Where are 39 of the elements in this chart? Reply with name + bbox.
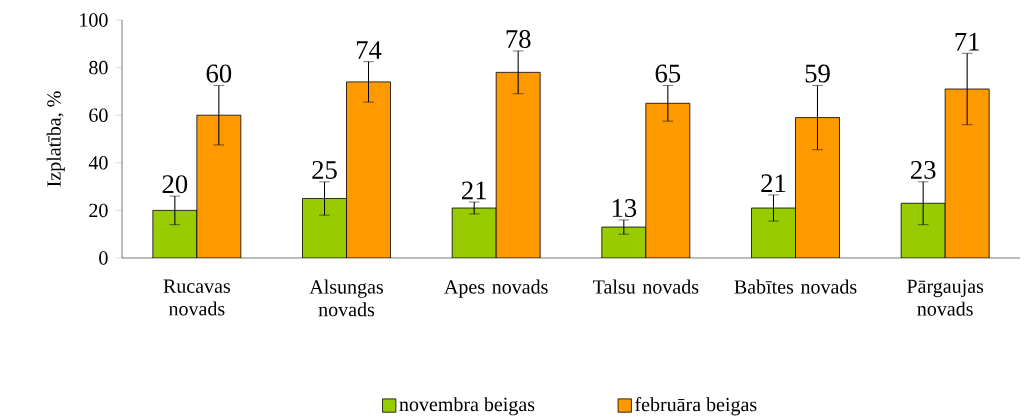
y-tick-label: 20 xyxy=(89,203,108,217)
data-label: 74 xyxy=(356,40,382,59)
y-tick-label: 0 xyxy=(99,251,108,265)
data-label: 23 xyxy=(911,160,936,179)
x-tick-label: Rucavas novads xyxy=(163,279,230,316)
bar xyxy=(152,209,198,258)
y-tick-label: 60 xyxy=(89,108,108,122)
x-tick-label: Pārgaujas novads xyxy=(907,279,984,316)
data-label: 25 xyxy=(312,160,337,179)
bar xyxy=(795,116,840,258)
data-label: 13 xyxy=(612,198,637,217)
bar xyxy=(495,71,541,258)
data-label: 71 xyxy=(955,32,979,51)
legend-label: novembra beigas xyxy=(399,396,535,416)
x-tick-label: Talsu novads xyxy=(593,279,699,294)
data-label: 59 xyxy=(805,64,830,83)
y-tick-label: 40 xyxy=(88,155,108,170)
data-label: 65 xyxy=(655,64,681,83)
legend-label: februāra beigas xyxy=(635,396,757,416)
bar xyxy=(900,202,946,258)
x-tick-label: Apes novads xyxy=(444,279,548,298)
bar xyxy=(645,102,691,258)
bar xyxy=(944,88,990,258)
y-tick-label: 80 xyxy=(89,60,108,75)
bar xyxy=(302,197,347,258)
bar xyxy=(451,207,497,258)
bar xyxy=(196,114,242,258)
data-label: 21 xyxy=(462,181,486,199)
data-label: 60 xyxy=(206,64,232,83)
bar xyxy=(601,226,647,258)
y-axis-title: Izplatība, % xyxy=(46,91,65,187)
data-label: 20 xyxy=(162,174,188,193)
x-tick-label: Alsungas novads xyxy=(309,279,383,317)
bar xyxy=(346,81,391,258)
x-tick-label: Babītes novads xyxy=(734,279,857,294)
data-label: 78 xyxy=(506,29,531,48)
y-tick-label: 100 xyxy=(80,13,108,27)
data-label: 21 xyxy=(761,174,786,192)
bar xyxy=(751,207,796,258)
